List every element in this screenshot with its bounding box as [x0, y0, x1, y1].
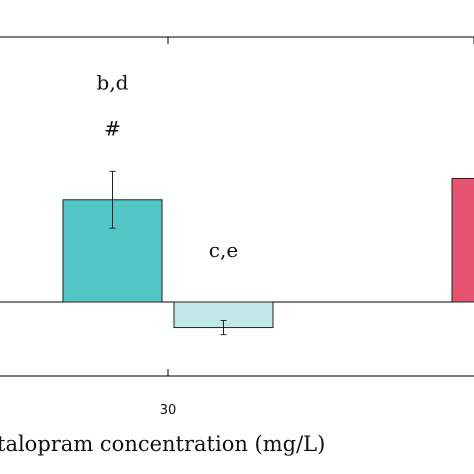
significance-label-1: b,d	[97, 70, 129, 94]
x-tick-label-30: 30	[160, 403, 177, 418]
significance-label-3: c,e	[209, 238, 238, 262]
x-axis-label: talopram concentration (mg/L)	[0, 432, 325, 456]
bar-3	[451, 177, 474, 303]
error-bar-1	[109, 170, 116, 229]
annotations-layer: b,d # c,e	[97, 70, 239, 262]
error-bar-2	[220, 319, 227, 336]
bars-layer	[62, 170, 474, 336]
significance-label-2: #	[104, 116, 121, 140]
